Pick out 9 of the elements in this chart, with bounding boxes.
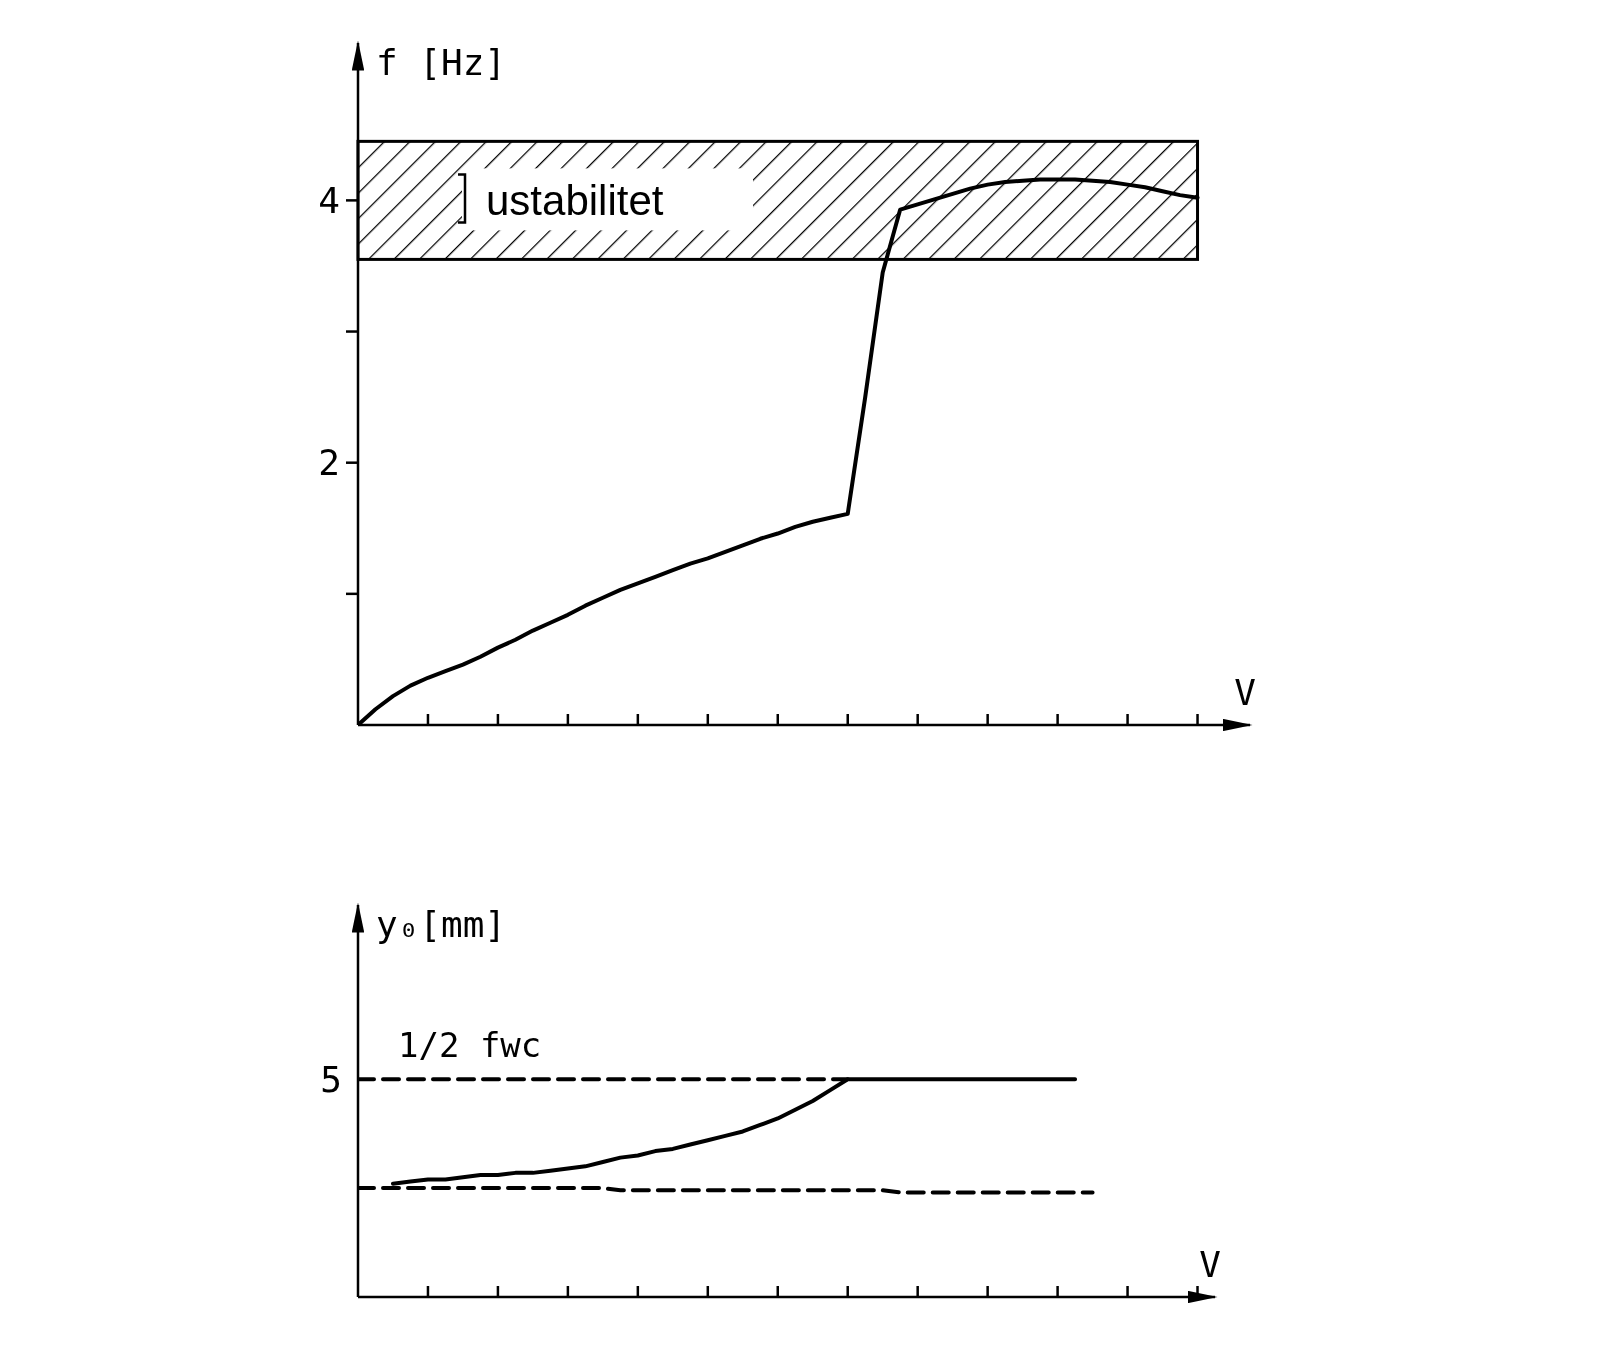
y-axis-title: f [Hz]: [376, 41, 507, 85]
data-label: 5: [320, 1058, 342, 1100]
y-tick-label: 2: [318, 442, 340, 484]
x-axis-title: V: [1234, 671, 1256, 715]
x-axis-title: V: [1199, 1243, 1221, 1287]
y-axis-title: y₀[mm]: [376, 903, 507, 947]
y-tick-label: 4: [318, 180, 340, 222]
series-label: 1/2 fwc: [398, 1025, 542, 1066]
band-label: ustabilitet: [486, 177, 664, 225]
